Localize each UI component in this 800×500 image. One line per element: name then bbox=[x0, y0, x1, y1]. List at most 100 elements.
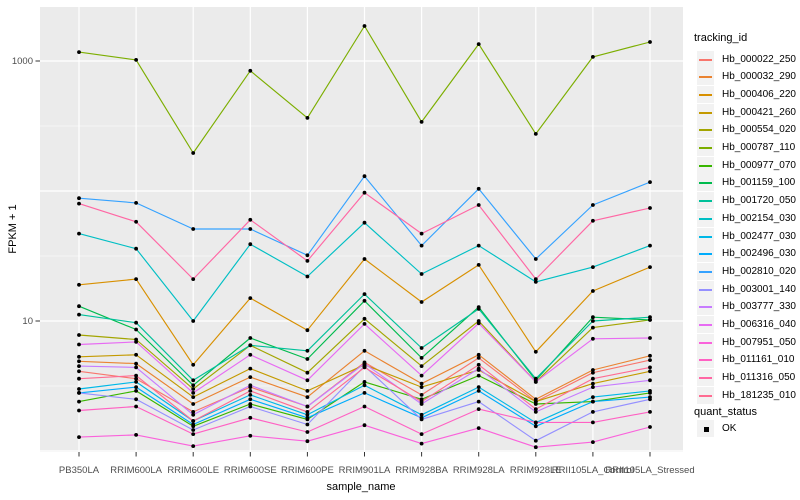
data-point bbox=[134, 327, 139, 332]
legend-item-label: Hb_007951_050 bbox=[722, 336, 796, 348]
data-point bbox=[476, 426, 481, 430]
x-tick-label: RRIM600LE bbox=[167, 465, 219, 476]
data-point bbox=[533, 407, 538, 411]
data-point bbox=[134, 340, 139, 344]
data-point bbox=[248, 366, 253, 371]
legend-key-line bbox=[699, 182, 712, 185]
data-point bbox=[476, 389, 481, 393]
data-point bbox=[362, 361, 367, 366]
legend-item-label: Hb_006316_040 bbox=[722, 319, 796, 330]
x-tick-label: RRIM928LE bbox=[510, 465, 562, 476]
data-point bbox=[134, 201, 139, 205]
data-point bbox=[476, 243, 481, 248]
legend-key-swatch bbox=[697, 298, 714, 316]
data-point bbox=[419, 120, 424, 124]
data-point bbox=[648, 318, 652, 322]
data-point bbox=[419, 346, 424, 350]
data-point bbox=[533, 410, 538, 414]
data-point bbox=[191, 402, 196, 406]
legend-key-swatch bbox=[697, 351, 714, 369]
data-point bbox=[533, 402, 538, 406]
data-point bbox=[362, 316, 367, 321]
data-point bbox=[305, 348, 310, 353]
data-point bbox=[134, 58, 139, 62]
data-point bbox=[591, 385, 595, 389]
legend-item-label: Hb_000406_220 bbox=[722, 88, 796, 100]
legend-key-line bbox=[699, 306, 712, 309]
data-point bbox=[591, 315, 595, 320]
data-point bbox=[77, 201, 81, 206]
legend-item-label: Hb_002496_030 bbox=[722, 248, 796, 260]
data-point bbox=[533, 420, 538, 425]
data-point bbox=[77, 435, 81, 439]
x-tick-label: PB350LA bbox=[59, 465, 100, 476]
legend-key-line bbox=[699, 270, 712, 273]
data-point bbox=[248, 352, 253, 357]
data-point bbox=[476, 352, 481, 357]
data-point bbox=[191, 277, 196, 281]
data-point bbox=[248, 242, 253, 247]
data-point bbox=[191, 391, 196, 395]
data-point bbox=[305, 404, 310, 409]
data-point bbox=[191, 419, 196, 423]
data-point bbox=[591, 218, 595, 223]
data-point bbox=[648, 358, 652, 362]
data-point bbox=[305, 253, 310, 258]
data-point bbox=[77, 50, 81, 54]
data-point bbox=[134, 404, 139, 409]
data-point bbox=[248, 433, 253, 438]
data-point bbox=[648, 265, 652, 269]
data-point bbox=[648, 365, 652, 370]
legend-key-swatch bbox=[697, 192, 714, 210]
data-point bbox=[533, 376, 538, 381]
data-point bbox=[305, 389, 310, 393]
data-point bbox=[305, 116, 310, 120]
legend-key-swatch bbox=[697, 68, 714, 86]
data-point bbox=[77, 354, 81, 359]
data-point bbox=[591, 399, 595, 404]
data-point bbox=[248, 415, 253, 420]
data-point bbox=[248, 375, 253, 379]
data-point bbox=[134, 385, 139, 389]
legend-title-quant-status: quant_status bbox=[694, 406, 757, 418]
data-point bbox=[248, 389, 253, 393]
data-point bbox=[191, 151, 196, 155]
data-point bbox=[648, 425, 652, 429]
legend-key-swatch bbox=[697, 85, 714, 103]
legend-key-line bbox=[699, 253, 712, 256]
legend-key-swatch bbox=[697, 245, 714, 263]
data-point bbox=[77, 391, 81, 395]
data-point bbox=[191, 444, 196, 448]
legend-key-line bbox=[699, 359, 712, 362]
data-point bbox=[648, 40, 652, 44]
data-point bbox=[476, 407, 481, 411]
legend-item-label: Hb_002477_030 bbox=[722, 230, 796, 242]
legend-item-label: Hb_001720_050 bbox=[722, 195, 796, 207]
x-tick-label: RRIM901LA bbox=[339, 465, 391, 476]
data-point bbox=[591, 420, 595, 425]
data-point bbox=[362, 322, 367, 326]
data-point bbox=[419, 417, 424, 422]
data-point bbox=[362, 391, 367, 395]
data-point bbox=[362, 190, 367, 195]
legend-key-line bbox=[699, 76, 712, 79]
data-point bbox=[419, 231, 424, 236]
legend-key-line bbox=[699, 93, 712, 96]
legend-key-line bbox=[699, 324, 712, 326]
data-point bbox=[648, 389, 652, 393]
x-tick-label: RRII105LA_Stressed bbox=[605, 465, 694, 476]
data-point bbox=[248, 343, 253, 348]
data-point bbox=[305, 328, 310, 333]
data-point bbox=[248, 404, 253, 409]
legend-key-swatch bbox=[697, 174, 714, 192]
data-point bbox=[305, 395, 310, 399]
data-point bbox=[419, 432, 424, 436]
data-point bbox=[248, 217, 253, 222]
legend-key-swatch bbox=[697, 103, 714, 121]
data-point bbox=[476, 186, 481, 191]
data-point bbox=[419, 441, 424, 446]
data-point bbox=[648, 410, 652, 414]
data-point bbox=[191, 387, 196, 391]
data-point bbox=[248, 383, 253, 388]
data-point bbox=[248, 393, 253, 397]
